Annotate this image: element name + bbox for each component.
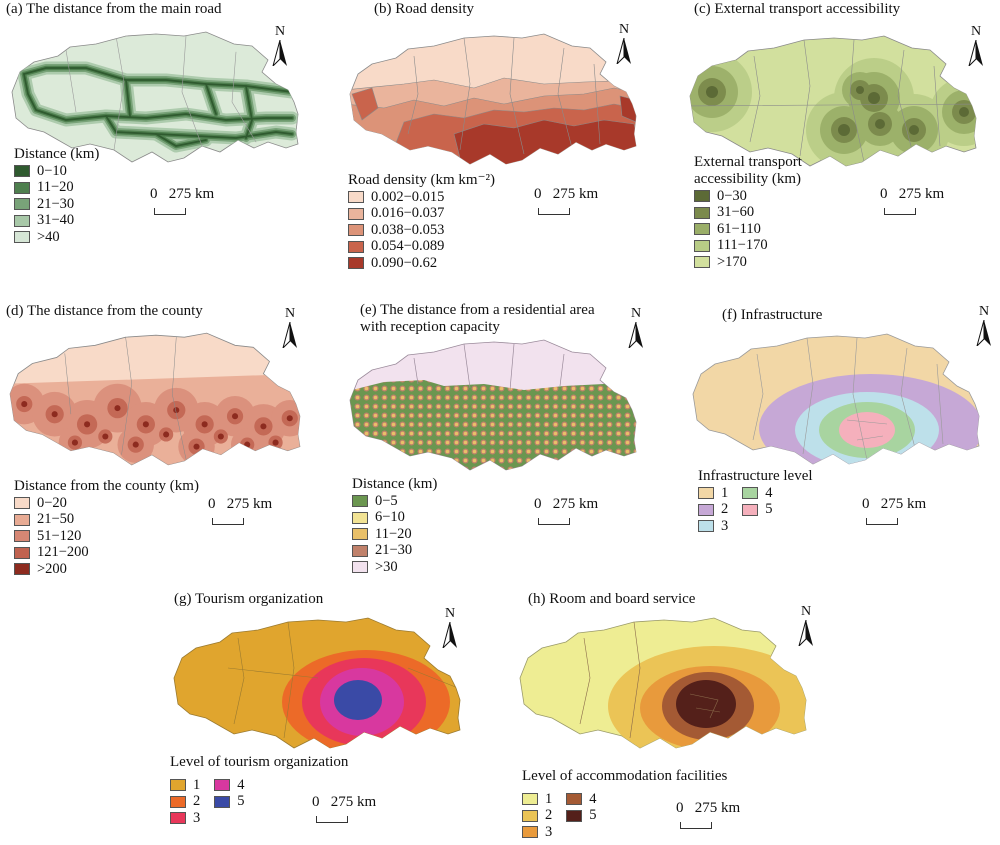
north-arrow-icon: N [794,604,818,646]
legend-title: Road density (km km⁻²) [348,172,495,188]
legend-item: 1 [170,777,200,794]
legend-item: 1 [698,485,728,502]
panel-b: (b) Road density Road density (km km⁻²) … [338,0,668,290]
scale-bar: 0 275 km [312,794,376,823]
legend-title: Distance (km) [14,146,100,162]
panel-title: (a) The distance from the main road [6,1,222,17]
north-arrow-icon: N [612,22,636,64]
legend-item: 4 [214,777,245,794]
map-distance-main-road [11,31,299,163]
scale-bar: 0 275 km [208,496,272,525]
legend-item: 121−200 [14,544,199,562]
panel-h: (h) Room and board service Level of acco… [506,586,840,845]
legend-item: >40 [14,229,99,246]
north-arrow-icon: N [268,24,292,66]
legend-item: 5 [566,807,597,825]
panel-title: (c) External transport accessibility [694,1,901,17]
legend-item: 0.090−0.62 [348,255,495,272]
legend-item: 111−170 [694,237,844,255]
legend-tourism-organization: Level of tourism organization 1 2 3 4 5 [170,754,400,827]
legend-item: 0.054−0.089 [348,238,495,256]
legend-title: Infrastructure level [698,468,813,484]
panel-title: (g) Tourism organization [174,591,324,607]
map-road-density [349,33,637,165]
legend-item: 1 [522,791,552,808]
scale-bar: 0 275 km [150,186,214,215]
legend-item: 0.038−0.053 [348,222,495,239]
legend-item: 6−10 [352,509,437,527]
legend-residential-distance: Distance (km) 0−5 6−10 11−20 21−30 >30 [352,476,437,576]
north-arrow-icon: N [964,24,988,66]
legend-item: 31−60 [694,204,844,222]
legend-item: 0.002−0.015 [348,189,495,206]
panel-c: (c) External transport accessibility [676,0,1000,290]
panel-a: (a) The distance from the main road [0,0,330,290]
panel-title: (b) Road density [374,1,474,17]
legend-item: 0−30 [694,188,844,205]
scale-bar: 0 275 km [880,186,944,215]
legend-item: >170 [694,254,844,271]
legend-item: 21−30 [352,542,437,560]
panel-title: (f) Infrastructure [722,307,823,323]
map-infrastructure [692,333,980,465]
map-external-transport [689,35,977,167]
panel-title: (h) Room and board service [528,591,696,607]
legend-item: 4 [742,485,773,502]
north-arrow-icon: N [278,306,302,348]
legend-item: 0−10 [14,163,99,180]
legend-item: >30 [352,559,437,576]
map-distance-county [9,332,301,466]
panel-e: (e) The distance from a residential area… [338,300,668,590]
scale-bar: 0 275 km [676,800,740,829]
legend-title: Distance (km) [352,476,438,492]
legend-item: 11−20 [14,179,99,197]
map-accommodation [519,617,807,749]
panel-title: (d) The distance from the county [6,303,203,319]
scale-bar: 0 275 km [534,186,598,215]
legend-distance-main-road: Distance (km) 0−10 11−20 21−30 31−40 >40 [14,146,99,246]
legend-item: 0.016−0.037 [348,205,495,223]
north-arrow-icon: N [972,304,996,346]
scale-bar: 0 275 km [862,496,926,525]
legend-item: 3 [522,824,552,841]
map-tourism-organization [173,617,461,749]
legend-item: 51−120 [14,528,199,545]
legend-item: >200 [14,561,199,578]
legend-item: 0−20 [14,495,199,512]
legend-item: 2 [522,807,552,825]
panel-f: (f) Infrastructure Infrastructure level … [676,300,1000,590]
legend-item: 21−50 [14,511,199,529]
legend-item: 5 [742,501,773,519]
panel-title: (e) The distance from a residential area… [360,302,595,335]
legend-infrastructure: Infrastructure level 1 2 3 4 5 [698,468,838,535]
panel-g: (g) Tourism organization Level of touris… [160,586,490,845]
legend-item: 21−30 [14,196,99,213]
north-arrow-icon: N [624,306,648,348]
legend-title: Level of tourism organization [170,754,349,770]
legend-item: 2 [170,793,200,811]
north-arrow-icon: N [438,606,462,648]
legend-item: 5 [214,793,245,811]
legend-item: 61−110 [694,221,844,238]
legend-item: 3 [170,810,200,827]
legend-item: 2 [698,501,728,519]
panel-d: (d) The distance from the county [0,300,330,590]
legend-item: 3 [698,518,728,535]
legend-title: Distance from the county (km) [14,478,199,494]
legend-item: 11−20 [352,526,437,543]
legend-title: External transport accessibility (km) [694,154,802,187]
legend-item: 4 [566,791,597,808]
legend-external-transport: External transport accessibility (km) 0−… [694,154,844,271]
legend-distance-county: Distance from the county (km) 0−20 21−50… [14,478,199,578]
legend-item: 31−40 [14,212,99,230]
legend-accommodation: Level of accommodation facilities 1 2 3 … [522,768,762,841]
scale-bar: 0 275 km [534,496,598,525]
legend-road-density: Road density (km km⁻²) 0.002−0.015 0.016… [348,172,495,272]
legend-title: Level of accommodation facilities [522,768,728,784]
legend-item: 0−5 [352,493,437,510]
map-residential-distance [349,339,637,471]
